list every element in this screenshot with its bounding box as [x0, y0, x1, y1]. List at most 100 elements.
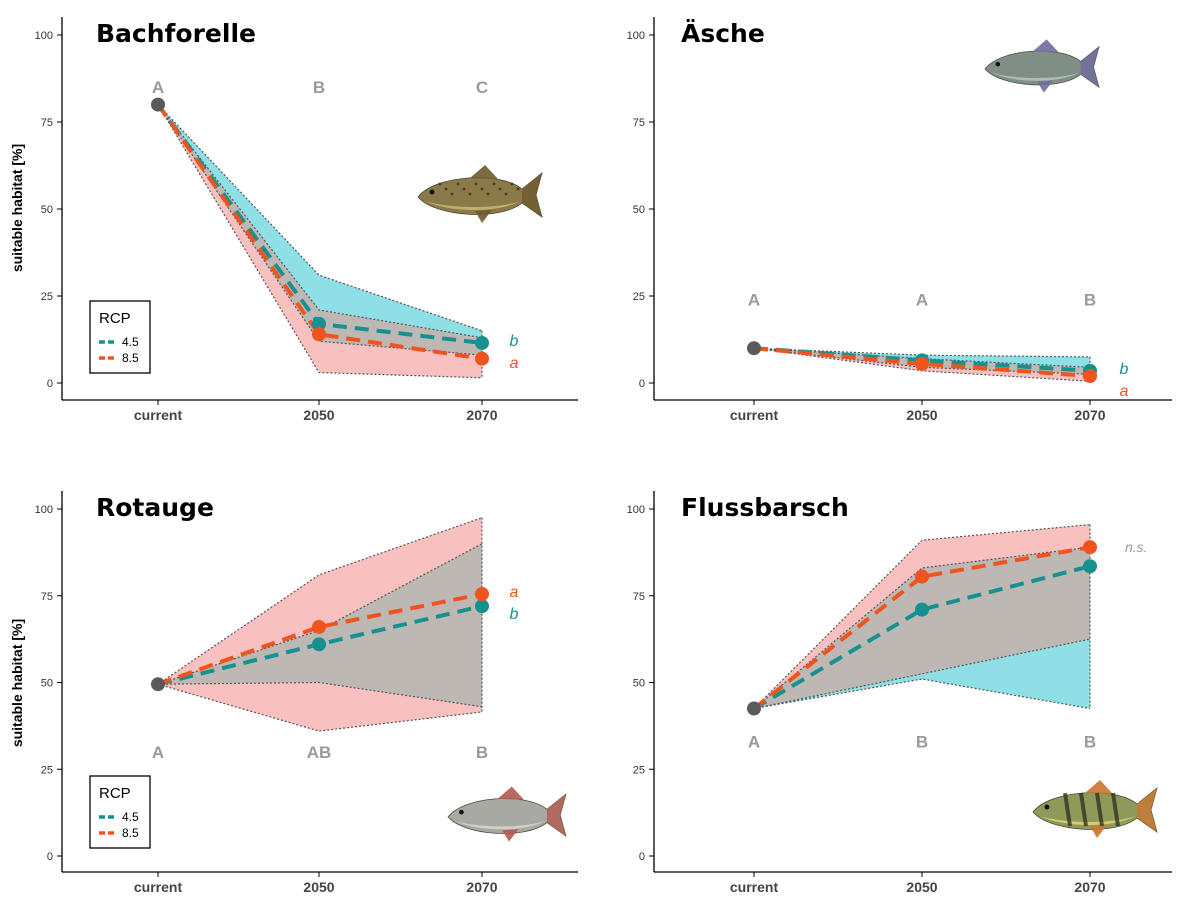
fish-ventral-fin [1090, 825, 1107, 838]
legend-box [89, 300, 151, 374]
fish-tail [1137, 788, 1157, 832]
series-line-rcp45 [752, 564, 1091, 711]
x-tick-label: 2070 [466, 407, 497, 423]
fish-tail [522, 173, 542, 217]
point-rcp45 [312, 637, 326, 652]
fish-spot [462, 187, 466, 191]
fish-stripe [1079, 792, 1088, 827]
ns-label: n.s. [1125, 539, 1148, 555]
band85-lower [157, 104, 483, 379]
group-letter: A [748, 290, 760, 309]
fish-ventral-fin [475, 210, 492, 223]
y-axis-label: suitable habitat [%] [9, 619, 25, 747]
roach-icon [447, 786, 567, 842]
y-tick-label: 0 [639, 851, 645, 863]
panel-äsche: 0 25 50 75 100 current 2050 2070 Äsche A A Bba [627, 17, 1172, 423]
series-line-rcp85 [752, 545, 1091, 711]
series-line-rcp85 [157, 592, 483, 687]
x-tick-label: 2050 [906, 407, 937, 423]
point-rcp85 [475, 587, 489, 602]
band85-lower [157, 683, 483, 732]
point-current [151, 97, 165, 112]
fish-spot [480, 187, 484, 191]
y-tick-label: 75 [633, 591, 645, 603]
fish-ventral-fin [502, 829, 519, 842]
fish-dorsal-fin [470, 165, 498, 179]
fish-spot [468, 192, 472, 196]
chart-title: Bachforelle [96, 19, 256, 48]
fish-tail [1080, 46, 1100, 88]
perch-icon [1032, 780, 1158, 838]
legend: RCP 4.5 8.5 [89, 300, 151, 374]
sig-label: b [1120, 361, 1129, 378]
y-tick-label: 0 [639, 378, 645, 390]
fish-stripe [1111, 792, 1120, 827]
panel-bachforelle: 0 25 50 75 100 current 2050 2070 suitable habita… [9, 17, 578, 423]
point-current [747, 701, 761, 716]
y-tick-label: 100 [627, 504, 645, 516]
legend: RCP 4.5 8.5 [89, 775, 151, 849]
point-rcp45 [475, 335, 489, 350]
group-letter: AB [307, 743, 332, 762]
sig-label: a [510, 584, 519, 601]
y-tick-label: 75 [41, 591, 53, 603]
band45-lower [157, 681, 483, 708]
group-letter: A [152, 743, 164, 762]
point-current [151, 677, 165, 692]
chart-title: Flussbarsch [681, 493, 849, 522]
band-overlap [754, 547, 1090, 709]
y-tick-label: 100 [35, 30, 53, 42]
fish-spot [498, 187, 502, 191]
band-rcp45 [158, 104, 482, 356]
y-tick-label: 75 [41, 117, 53, 129]
x-tick-label: current [134, 879, 183, 895]
y-tick-label: 25 [633, 764, 645, 776]
point-rcp85 [475, 351, 489, 366]
legend-label: 4.5 [122, 810, 139, 824]
point-rcp85 [1083, 540, 1097, 555]
point-rcp45 [312, 316, 326, 331]
point-rcp85 [312, 619, 326, 634]
y-tick-label: 25 [41, 291, 53, 303]
group-letter: A [152, 78, 164, 97]
point-current [747, 341, 761, 356]
fish-spot [504, 192, 508, 196]
x-tick-label: current [730, 407, 779, 423]
group-letter: A [916, 290, 928, 309]
band45-upper [157, 104, 483, 332]
band85-upper [753, 524, 1091, 709]
x-tick-label: current [134, 407, 183, 423]
group-letter: B [1084, 732, 1096, 751]
legend-label: 8.5 [122, 351, 139, 365]
fish-eye [995, 61, 1001, 67]
band85-upper [157, 517, 483, 685]
fish-dorsal-fin [497, 786, 525, 800]
x-tick-label: 2050 [303, 879, 334, 895]
point-rcp45 [475, 599, 489, 614]
fish-eye [459, 809, 464, 815]
fish-belly [454, 820, 545, 830]
x-tick-label: 2070 [1074, 879, 1105, 895]
legend-box [89, 775, 151, 849]
y-tick-label: 100 [35, 504, 53, 516]
fish-dorsal-fin [1085, 780, 1113, 794]
fish-spot [444, 187, 448, 191]
fish-spot [456, 182, 460, 186]
y-tick-label: 50 [633, 678, 645, 690]
fish-spot [474, 182, 478, 186]
x-tick-label: 2050 [303, 407, 334, 423]
fish-spot [486, 192, 490, 196]
y-tick-label: 50 [633, 204, 645, 216]
legend-title: RCP [99, 310, 131, 327]
y-tick-label: 25 [633, 291, 645, 303]
group-letter: B [476, 743, 488, 762]
legend-label: 8.5 [122, 826, 139, 840]
fish-eye [1044, 804, 1050, 810]
series-line-rcp85 [753, 346, 1091, 379]
fish-eye [429, 189, 435, 195]
fish-stripe [1095, 792, 1104, 827]
fish-belly [425, 201, 520, 210]
band45-upper [753, 546, 1091, 709]
sig-label: b [510, 333, 519, 350]
